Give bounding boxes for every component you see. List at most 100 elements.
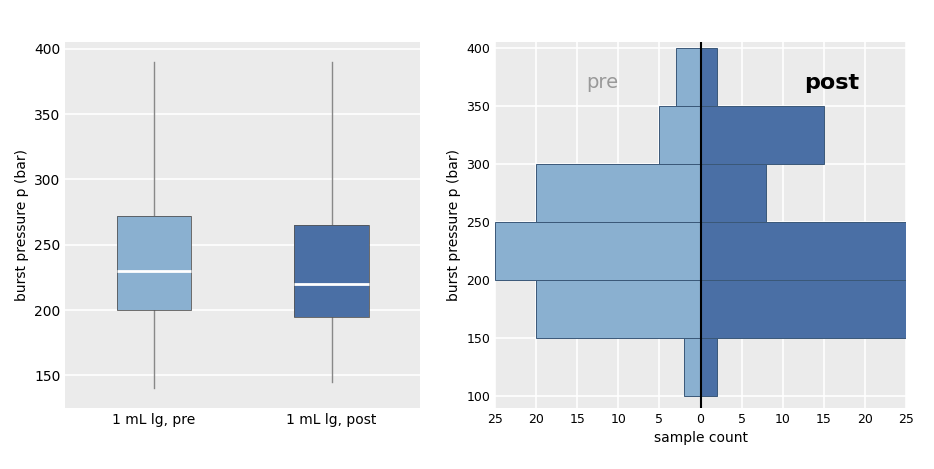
Point [298, 271, 313, 278]
Point [162, 263, 177, 271]
Bar [536, 164, 700, 222]
Point [146, 293, 161, 301]
Point [301, 131, 316, 139]
Point [307, 320, 322, 327]
Point [301, 198, 316, 206]
Point [151, 279, 166, 286]
Point [142, 255, 157, 263]
Point [142, 268, 157, 275]
Bar [700, 164, 766, 222]
Point [337, 253, 352, 260]
Point [140, 364, 155, 372]
Point [147, 256, 162, 264]
Point [319, 179, 334, 186]
Point [169, 289, 184, 296]
Bar [117, 216, 191, 310]
Point [154, 367, 169, 374]
Point [134, 336, 149, 343]
Point [327, 62, 342, 70]
Point [318, 377, 333, 384]
Point [150, 136, 165, 144]
Point [141, 284, 156, 292]
Point [171, 350, 186, 358]
Point [331, 150, 346, 157]
Point [347, 301, 361, 309]
Text: pre: pre [586, 73, 618, 92]
Point [173, 176, 188, 184]
Point [156, 184, 171, 192]
Point [311, 347, 326, 355]
Point [319, 281, 334, 288]
Point [126, 283, 141, 291]
Point [163, 294, 177, 301]
Point [319, 235, 334, 242]
Point [134, 273, 149, 281]
Point [164, 277, 179, 284]
Point [326, 358, 341, 365]
Point [143, 253, 158, 261]
Point [333, 94, 347, 102]
Point [350, 378, 365, 386]
Point [155, 95, 170, 102]
Point [170, 280, 185, 287]
Bar [684, 338, 700, 396]
Point [339, 310, 354, 318]
Point [325, 145, 340, 152]
Point [339, 227, 354, 234]
Point [331, 354, 346, 362]
Point [119, 181, 134, 189]
Bar [117, 216, 191, 310]
Point [303, 263, 318, 271]
Point [326, 330, 341, 338]
Point [172, 154, 187, 161]
Point [330, 355, 345, 362]
Point [155, 226, 170, 233]
X-axis label: sample count: sample count [654, 431, 747, 446]
Point [141, 280, 156, 288]
Point [336, 341, 351, 348]
Point [347, 102, 362, 109]
Point [336, 238, 351, 246]
Point [357, 222, 372, 230]
Point [312, 274, 327, 281]
Point [179, 178, 194, 185]
Point [130, 308, 145, 315]
Bar [676, 48, 700, 106]
Bar [700, 106, 824, 164]
Point [142, 163, 157, 170]
Bar [700, 280, 906, 338]
Point [155, 284, 170, 291]
Point [150, 181, 165, 189]
Point [333, 240, 347, 247]
Point [136, 132, 151, 140]
Point [120, 257, 135, 265]
Point [323, 305, 338, 313]
Point [146, 294, 161, 301]
Point [297, 313, 312, 321]
Point [139, 236, 154, 244]
Point [134, 320, 149, 327]
Point [310, 313, 325, 321]
Point [170, 103, 185, 110]
Point [162, 230, 177, 238]
Point [318, 297, 333, 304]
Bar [700, 338, 717, 396]
Point [299, 262, 314, 270]
Point [342, 272, 357, 280]
Point [155, 268, 170, 275]
Point [133, 275, 148, 282]
Point [153, 151, 168, 159]
Bar [294, 225, 369, 317]
Point [125, 324, 140, 332]
Point [305, 245, 320, 252]
Point [325, 261, 340, 269]
Point [310, 288, 325, 295]
Point [123, 133, 138, 140]
Point [147, 327, 162, 334]
Point [333, 200, 348, 207]
Point [128, 231, 143, 238]
Point [141, 383, 156, 390]
Point [148, 147, 163, 154]
Point [154, 348, 169, 355]
Point [294, 378, 309, 386]
